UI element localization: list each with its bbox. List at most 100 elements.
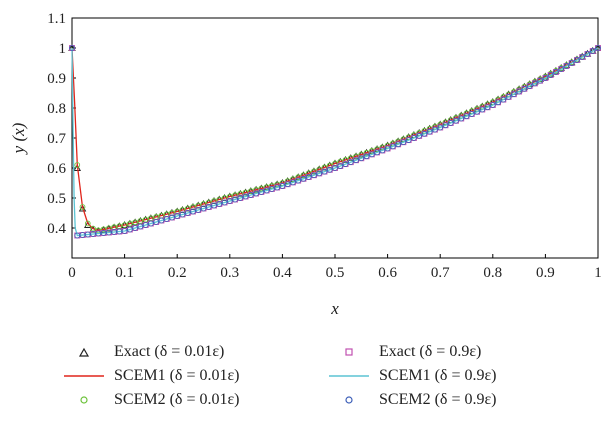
- data-point: [279, 183, 286, 189]
- data-point: [84, 220, 91, 227]
- data-point: [542, 75, 549, 81]
- data-point: [90, 231, 96, 237]
- data-point: [247, 192, 254, 198]
- legend-label: SCEM2 (δ = 0.01ε): [114, 391, 240, 408]
- legend-label: Exact (δ = 0.9ε): [379, 343, 482, 360]
- y-tick-label: 0.9: [47, 71, 66, 87]
- data-point: [179, 211, 186, 218]
- data-point: [537, 77, 543, 84]
- data-point: [116, 228, 123, 235]
- data-point: [74, 232, 81, 239]
- data-point: [505, 94, 512, 100]
- x-tick-label: 0.5: [326, 265, 345, 281]
- data-point: [121, 222, 128, 228]
- series-layer: [68, 44, 601, 239]
- data-point: [226, 198, 233, 204]
- data-point: [353, 157, 359, 164]
- data-point: [332, 165, 338, 171]
- data-point: [132, 225, 138, 231]
- y-tick-label: 1.1: [47, 11, 66, 27]
- data-point: [337, 163, 344, 169]
- data-point: [553, 69, 559, 75]
- data-point: [442, 122, 449, 129]
- data-point: [479, 106, 486, 113]
- data-point: [468, 111, 475, 117]
- series-3: [69, 45, 601, 239]
- data-point: [195, 207, 202, 213]
- axis-ticks: 0 0.1 0.2 0.3 0.4 0.5 0.6 0.7 0.8 0.9 1 0.4 0.5 0.6 0.…: [47, 11, 601, 281]
- data-point: [263, 187, 270, 194]
- x-tick-label: 0.9: [536, 265, 555, 281]
- legend-label: Exact (δ = 0.01ε): [114, 343, 225, 360]
- data-point: [358, 155, 365, 162]
- data-point: [510, 91, 517, 98]
- data-point: [421, 130, 428, 137]
- data-point: [579, 54, 586, 60]
- data-point: [163, 216, 170, 222]
- y-axis-label: y (x): [9, 122, 28, 155]
- series-line: [71, 47, 599, 232]
- data-point: [95, 230, 102, 237]
- legend-item-scem2-001: SCEM2 (δ = 0.01ε): [60, 388, 240, 412]
- plot-frame: [71, 17, 599, 259]
- data-point: [127, 220, 133, 227]
- data-point: [316, 170, 323, 177]
- data-point: [595, 45, 601, 51]
- data-point: [205, 204, 212, 210]
- data-point: [411, 135, 417, 141]
- data-point: [153, 219, 160, 225]
- triangle-marker-icon: [78, 347, 90, 357]
- y-tick-label: 0.5: [47, 191, 66, 207]
- data-point: [474, 108, 480, 115]
- y-tick-label: 0.4: [47, 221, 66, 237]
- data-point: [242, 193, 249, 200]
- data-point: [137, 223, 144, 230]
- data-point: [211, 202, 217, 209]
- square-marker-icon: [345, 348, 353, 356]
- series-line: [71, 47, 599, 237]
- data-point: [432, 126, 438, 133]
- data-point: [90, 225, 96, 232]
- data-point: [390, 143, 396, 150]
- data-point: [184, 210, 191, 216]
- x-axis-label: x: [330, 299, 339, 318]
- data-point: [258, 189, 265, 195]
- data-point: [100, 230, 107, 236]
- data-point: [100, 226, 107, 233]
- y-tick-label: 0.7: [47, 131, 66, 147]
- data-point: [79, 204, 86, 210]
- data-point: [484, 104, 491, 111]
- data-point: [589, 48, 596, 54]
- legend-item-scem1-001: SCEM1 (δ = 0.01ε): [60, 364, 240, 388]
- data-point: [521, 85, 528, 92]
- data-point: [416, 133, 423, 139]
- series-0: [68, 44, 601, 234]
- data-point: [395, 141, 401, 148]
- data-point: [105, 225, 112, 232]
- data-point: [347, 159, 354, 166]
- series-5: [69, 45, 601, 239]
- data-point: [516, 88, 522, 95]
- data-point: [532, 80, 538, 87]
- data-point: [305, 174, 312, 180]
- data-point: [379, 147, 386, 154]
- data-point: [547, 72, 554, 78]
- data-point: [79, 232, 86, 238]
- data-point: [374, 149, 380, 156]
- data-point: [342, 161, 349, 167]
- legend-label: SCEM1 (δ = 0.9ε): [379, 367, 497, 384]
- data-point: [284, 181, 291, 188]
- circle-marker-icon: [80, 396, 88, 404]
- data-point: [116, 223, 123, 229]
- data-point: [69, 45, 75, 51]
- data-point: [111, 229, 117, 235]
- legend-item-scem1-09: SCEM1 (δ = 0.9ε): [325, 364, 497, 388]
- data-point: [447, 120, 454, 126]
- data-point: [169, 214, 175, 221]
- line-swatch-icon: [329, 375, 369, 377]
- data-point: [237, 195, 244, 201]
- legend-label: SCEM1 (δ = 0.01ε): [114, 367, 240, 384]
- series-2: [69, 45, 601, 234]
- data-point: [84, 231, 91, 238]
- data-point: [132, 219, 138, 226]
